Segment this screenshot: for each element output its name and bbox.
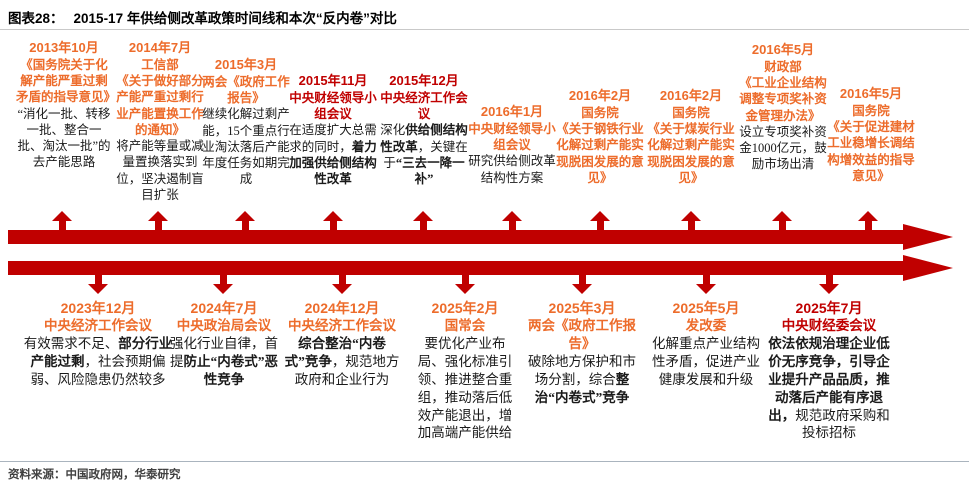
event-org: 工信部 [141,57,179,72]
event-title: 中央政治局会议 [176,318,272,334]
timeline-event-top: 2014年7月 工信部 《关于做好部分产能严重过剩行业产能置换工作的通知》 将产… [112,40,208,203]
connector-arrow-down-icon [819,275,839,294]
event-body: 强化行业自律，首提防止“内卷式”恶性竞争 [170,336,278,387]
timeline-arrowhead-top-icon [903,224,953,250]
event-date: 2025年7月 [795,300,863,316]
event-org: 国务院 [672,105,710,120]
connector-arrow-down-icon [332,275,352,294]
event-body: 有效需求不足、部分行业产能过剩，社会预期偏弱、风险隐患仍然较多 [23,336,173,387]
page-title: 图表28： 2015-17 年供给侧改革政策时间线和本次“反内卷”对比 [8,7,397,27]
event-date: 2014年7月 [128,40,192,55]
connector-arrow-up-icon [502,211,522,230]
event-title: 两会《政府工作报告》 [528,318,636,352]
event-title: 中央经济工作会议 [380,90,468,122]
footer-divider [0,461,969,462]
connector-arrow-up-icon [148,211,168,230]
event-body: 设立专项奖补资金1000亿元，鼓励市场出清 [739,124,827,172]
event-org: 国务院 [581,105,619,120]
connector-arrow-down-icon [696,275,716,294]
timeline-event-bottom: 2025年3月 两会《政府工作报告》 破除地方保护和市场分割，综合整治“内卷式”… [522,299,642,407]
event-title: 两会《政府工作报告》 [202,74,290,106]
timeline-arrowhead-bottom-icon [903,255,953,281]
figure-label: 图表28： [8,11,64,26]
timeline-event-top: 2016年5月 国务院 《关于促进建材工业稳增长调结构增效益的指导意见》 [827,86,915,184]
event-title: 《关于钢铁行业化解过剩产能实现脱困发展的意见》 [556,122,644,185]
event-date: 2016年1月 [480,104,544,119]
event-date: 2016年2月 [568,88,632,103]
timeline-bar-bottom [8,261,903,275]
event-date: 2013年10月 [29,40,99,55]
event-body: 研究供给侧改革结构性方案 [468,154,556,185]
event-body: 综合整治“内卷式”竞争，规范地方政府和企业行为 [284,336,400,387]
connector-arrow-up-icon [235,211,255,230]
event-body: 化解重点产业结构性矛盾，促进产业健康发展和升级 [652,336,760,387]
connector-arrow-down-icon [572,275,592,294]
event-body: “消化一批、转移一批、整合一批、淘汰一批”的去产能思路 [17,106,111,170]
event-body: 在适度扩大总需求的同时，着力加强供给侧结构性改革 [289,123,377,187]
event-title: 《关于煤炭行业化解过剩产能实现脱困发展的意见》 [647,122,735,185]
event-date: 2023年12月 [60,300,136,316]
connector-arrow-up-icon [772,211,792,230]
event-date: 2025年3月 [548,300,616,316]
connector-arrow-up-icon [413,211,433,230]
timeline-event-top: 2016年5月 财政部 《工业企业结构调整专项奖补资金管理办法》 设立专项奖补资… [739,42,827,173]
timeline-event-top: 2013年10月 《国务院关于化解产能严重过剩矛盾的指导意见》 “消化一批、转移… [16,40,117,171]
figure-title: 2015-17 年供给侧改革政策时间线和本次“反内卷”对比 [73,11,397,26]
event-body: 依法依规治理企业低价无序竞争，引导企业提升产品品质，推动落后产能有序退出，规范政… [768,336,890,441]
event-title: 国常会 [444,318,486,334]
event-title: 《国务院关于化解产能严重过剩矛盾的指导意见》 [16,57,117,105]
connector-arrow-down-icon [213,275,233,294]
event-title: 中央财经领导小组会议 [468,121,556,153]
event-body: 要优化产业布局、强化标准引领、推进整合重组，推动落后低效产能退出，增加高端产能供… [417,336,513,441]
event-title: 中央财经领导小组会议 [289,90,377,122]
timeline-event-top: 2016年2月 国务院 《关于钢铁行业化解过剩产能实现脱困发展的意见》 [556,88,644,186]
timeline-event-top: 2015年11月 中央财经领导小组会议 在适度扩大总需求的同时，着力加强供给侧结… [289,73,377,187]
event-title: 中央经济工作会议 [44,318,152,334]
timeline-event-top: 2015年3月 两会《政府工作报告》 继续化解过剩产能，15个重点行业淘汰落后产… [202,57,290,188]
timeline-bar-top [8,230,903,244]
timeline-event-bottom: 2024年12月 中央经济工作会议 综合整治“内卷式”竞争，规范地方政府和企业行… [283,299,401,389]
connector-arrow-up-icon [590,211,610,230]
connector-arrow-up-icon [681,211,701,230]
event-body: 深化供给侧结构性改革，关键在于“三去一降一补” [380,123,468,187]
timeline-event-bottom: 2025年7月 中央财经委会议 依法依规治理企业低价无序竞争，引导企业提升产品品… [768,299,890,442]
event-body: 将产能等量或减量置换落实到位，坚决遏制盲目扩张 [116,139,204,202]
event-title: 中央经济工作会议 [288,318,396,334]
event-date: 2024年12月 [304,300,380,316]
event-body: 破除地方保护和市场分割，综合整治“内卷式”竞争 [528,354,636,405]
event-org: 财政部 [764,59,802,74]
event-date: 2025年2月 [431,300,499,316]
connector-arrow-down-icon [455,275,475,294]
event-title: 中央财经委会议 [781,318,877,334]
connector-arrow-up-icon [858,211,878,230]
connector-arrow-up-icon [323,211,343,230]
event-date: 2025年5月 [672,300,740,316]
timeline-event-top: 2016年2月 国务院 《关于煤炭行业化解过剩产能实现脱困发展的意见》 [646,88,736,186]
event-title: 《关于促进建材工业稳增长调结构增效益的指导意见》 [827,120,915,183]
timeline-event-bottom: 2023年12月 中央经济工作会议 有效需求不足、部分行业产能过剩，社会预期偏弱… [22,299,174,389]
event-date: 2015年11月 [298,73,368,88]
event-date: 2024年7月 [190,300,258,316]
event-title: 《关于做好部分产能严重过剩行业产能置换工作的通知》 [116,74,204,137]
timeline-event-bottom: 2024年7月 中央政治局会议 强化行业自律，首提防止“内卷式”恶性竞争 [168,299,280,389]
timeline-event-bottom: 2025年5月 发改委 化解重点产业结构性矛盾，促进产业健康发展和升级 [650,299,762,389]
timeline-event-top: 2016年1月 中央财经领导小组会议 研究供给侧改革结构性方案 [467,104,557,186]
event-date: 2016年5月 [751,42,815,57]
event-date: 2015年12月 [389,73,459,88]
connector-arrow-up-icon [52,211,72,230]
connector-arrow-down-icon [88,275,108,294]
source-note: 资料来源：中国政府网，华泰研究 [8,469,181,481]
event-title: 发改委 [685,318,727,334]
header-divider [0,29,969,30]
timeline-event-bottom: 2025年2月 国常会 要优化产业布局、强化标准引领、推进整合重组，推动落后低效… [412,299,518,442]
event-org: 国务院 [852,103,890,118]
timeline-event-top: 2015年12月 中央经济工作会议 深化供给侧结构性改革，关键在于“三去一降一补… [379,73,469,187]
event-date: 2016年2月 [659,88,723,103]
event-body: 继续化解过剩产能，15个重点行业淘汰落后产能年度任务如期完成 [202,107,290,187]
event-title: 《工业企业结构调整专项奖补资金管理办法》 [739,76,827,123]
event-date: 2016年5月 [839,86,903,101]
event-date: 2015年3月 [214,57,278,72]
